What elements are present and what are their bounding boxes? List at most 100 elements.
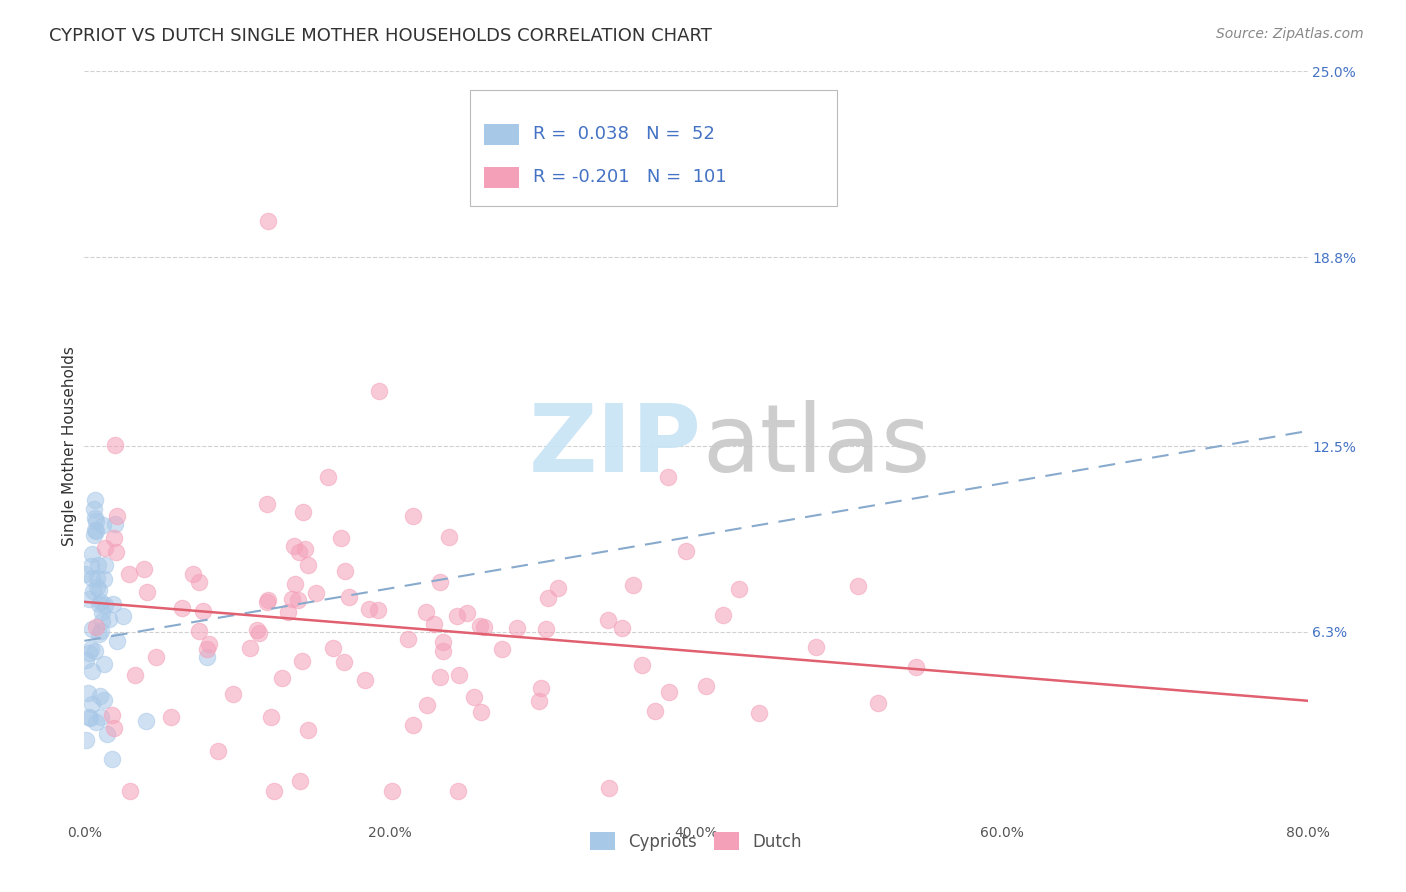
Point [187, 574, 209, 589]
Point [281, 592, 304, 607]
Point [283, 540, 305, 554]
Point [491, 642, 513, 657]
Point [80, 697, 103, 711]
FancyBboxPatch shape [484, 124, 519, 145]
Point [172, 601, 194, 615]
Point [537, 591, 560, 606]
Point [598, 780, 620, 795]
Point [675, 543, 697, 558]
Point [80, 664, 103, 678]
Point [80, 642, 103, 657]
Point [82, 547, 104, 561]
Point [160, 710, 183, 724]
Point [367, 603, 389, 617]
Point [93, 693, 115, 707]
Point [463, 690, 485, 705]
Point [86, 571, 108, 585]
Point [257, 593, 280, 607]
Text: ZIP: ZIP [529, 400, 702, 492]
Point [191, 604, 214, 618]
Point [246, 623, 269, 637]
Point [271, 672, 294, 686]
Point [657, 470, 679, 484]
Point [846, 579, 869, 593]
Point [75, 732, 97, 747]
Point [322, 641, 344, 656]
Point [239, 640, 262, 655]
Point [612, 621, 634, 635]
Point [83, 528, 105, 542]
Point [333, 655, 356, 669]
Text: R =  0.038   N =  52: R = 0.038 N = 52 [533, 125, 716, 144]
Point [103, 721, 125, 735]
Point [621, 578, 644, 592]
Point [104, 517, 127, 532]
Point [76, 686, 98, 700]
Point [415, 605, 437, 619]
Point [337, 591, 360, 605]
Point [111, 608, 134, 623]
Point [333, 564, 356, 578]
Point [94, 558, 117, 573]
Point [631, 657, 654, 672]
Point [432, 644, 454, 658]
Point [368, 384, 391, 399]
Point [316, 470, 339, 484]
Point [447, 667, 470, 681]
Point [284, 576, 307, 591]
Point [277, 605, 299, 619]
Point [87, 597, 110, 611]
Point [456, 607, 478, 621]
Point [429, 575, 451, 590]
Point [292, 504, 315, 518]
Point [93, 541, 115, 555]
Point [357, 602, 380, 616]
Point [90, 595, 112, 609]
Point [77, 592, 100, 607]
Point [90, 624, 112, 638]
Point [118, 567, 141, 582]
Point [472, 620, 495, 634]
Point [101, 752, 124, 766]
Point [748, 706, 770, 720]
Point [381, 783, 404, 797]
Point [695, 679, 717, 693]
Point [132, 562, 155, 576]
Point [105, 633, 128, 648]
Point [75, 566, 97, 581]
Point [93, 657, 115, 672]
Point [470, 705, 492, 719]
Point [330, 531, 353, 545]
Point [429, 670, 451, 684]
Point [288, 774, 311, 789]
Point [90, 710, 112, 724]
Point [260, 710, 283, 724]
Point [84, 715, 107, 730]
Point [101, 597, 124, 611]
Point [80, 559, 103, 574]
Legend: Cypriots, Dutch: Cypriots, Dutch [583, 826, 808, 857]
Point [120, 783, 142, 797]
Point [84, 510, 107, 524]
Point [396, 632, 419, 646]
FancyBboxPatch shape [470, 90, 837, 206]
Point [82, 583, 104, 598]
Point [80, 571, 103, 585]
Point [530, 681, 553, 695]
Point [103, 531, 125, 545]
Point [83, 643, 105, 657]
Point [506, 621, 529, 635]
Point [468, 618, 491, 632]
Text: R = -0.201   N =  101: R = -0.201 N = 101 [533, 169, 727, 186]
Point [89, 627, 111, 641]
Point [432, 635, 454, 649]
Point [86, 580, 108, 594]
Point [728, 582, 751, 596]
Point [207, 744, 229, 758]
Point [87, 582, 110, 597]
Point [96, 727, 118, 741]
Point [105, 509, 128, 524]
Point [294, 542, 316, 557]
Text: atlas: atlas [702, 400, 931, 492]
Point [79, 711, 101, 725]
